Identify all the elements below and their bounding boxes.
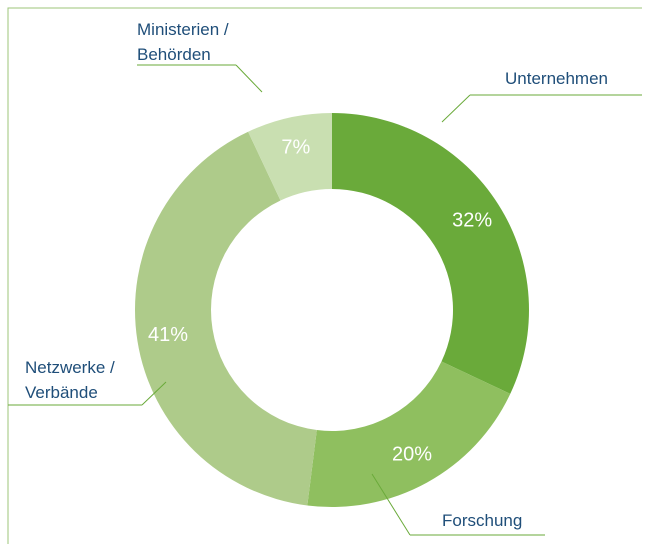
donut-slice [307, 361, 511, 507]
value-label: 7% [281, 136, 310, 158]
value-label: 41% [148, 324, 188, 346]
donut-slice [135, 131, 317, 506]
leader-line [8, 381, 167, 406]
frame [7, 7, 642, 544]
category-label: Unternehmen [505, 69, 609, 88]
value-label: 32% [452, 209, 492, 231]
leader-line [441, 94, 642, 123]
category-label: Netzwerke / Verbände [25, 358, 115, 402]
donut-slice [248, 113, 332, 201]
donut-slice [332, 113, 529, 394]
category-label: Forschung [442, 511, 523, 530]
leader-line [371, 473, 545, 536]
value-label: 20% [392, 444, 432, 466]
leader-line [137, 64, 263, 93]
category-label: Ministerien / Behörden [137, 20, 229, 64]
